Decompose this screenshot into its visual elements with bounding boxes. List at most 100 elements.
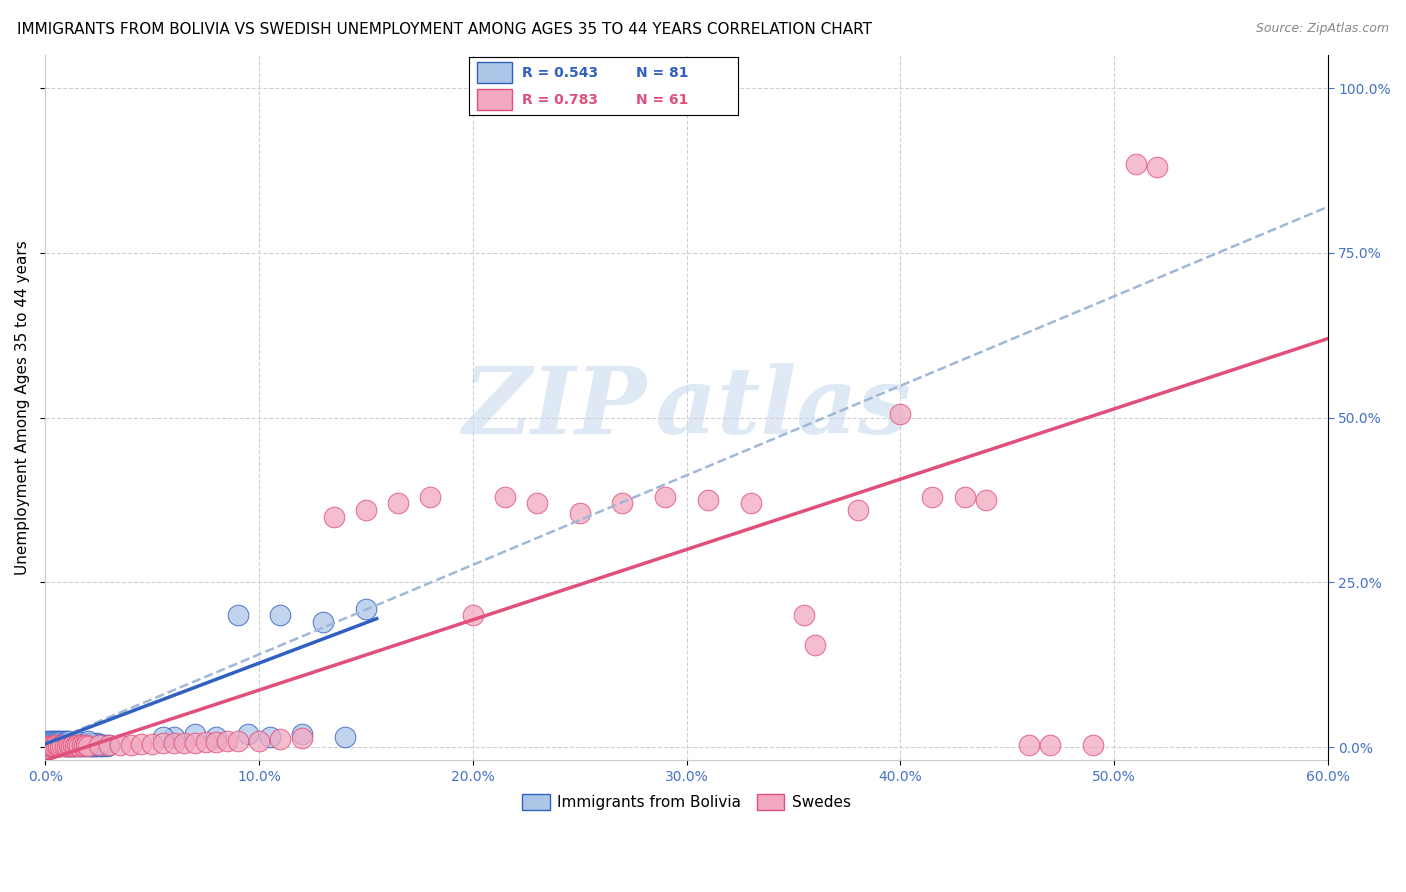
- Point: [58, 733, 80, 747]
- Point: [45, 738, 67, 752]
- Point: [269, 732, 291, 747]
- Point: [77, 738, 100, 752]
- Point: [226, 608, 249, 623]
- Point: [247, 733, 270, 747]
- Point: [53, 739, 76, 753]
- Point: [51, 733, 73, 747]
- Point: [162, 731, 184, 745]
- Point: [66, 733, 89, 747]
- Point: [238, 727, 260, 741]
- Point: [654, 490, 676, 504]
- Point: [269, 608, 291, 623]
- Point: [86, 739, 108, 753]
- Point: [51, 736, 73, 750]
- Point: [91, 739, 114, 753]
- Point: [69, 739, 91, 753]
- Point: [98, 738, 121, 752]
- Point: [526, 496, 548, 510]
- Point: [75, 738, 97, 752]
- Point: [75, 739, 97, 753]
- Point: [70, 737, 93, 751]
- Point: [568, 506, 591, 520]
- Point: [45, 738, 67, 752]
- Point: [83, 737, 105, 751]
- Point: [697, 493, 720, 508]
- Point: [46, 733, 69, 747]
- Point: [259, 731, 281, 745]
- Point: [38, 739, 60, 753]
- Point: [82, 736, 104, 750]
- Point: [322, 509, 344, 524]
- Point: [152, 736, 174, 750]
- Point: [354, 601, 377, 615]
- Point: [793, 608, 815, 623]
- Point: [63, 736, 86, 750]
- Point: [53, 737, 76, 751]
- Point: [108, 738, 131, 752]
- Point: [77, 733, 100, 747]
- Point: [1081, 738, 1104, 752]
- Point: [94, 738, 117, 752]
- Point: [846, 503, 869, 517]
- Point: [46, 739, 69, 753]
- Point: [58, 739, 80, 753]
- Point: [90, 739, 112, 753]
- Point: [62, 739, 84, 753]
- Point: [87, 738, 110, 752]
- Point: [41, 739, 63, 753]
- Point: [41, 733, 63, 747]
- Point: [58, 737, 80, 751]
- Point: [79, 739, 101, 753]
- Point: [77, 739, 100, 753]
- Point: [62, 737, 84, 751]
- Point: [184, 735, 207, 749]
- Point: [55, 739, 77, 753]
- Point: [45, 736, 67, 750]
- Point: [291, 727, 314, 741]
- Point: [46, 737, 69, 751]
- Point: [612, 496, 634, 510]
- Point: [82, 739, 104, 753]
- Point: [49, 739, 72, 753]
- Point: [53, 733, 76, 747]
- Point: [49, 739, 72, 753]
- Point: [333, 731, 356, 745]
- Point: [162, 736, 184, 750]
- Point: [77, 736, 100, 750]
- Point: [38, 737, 60, 751]
- Point: [46, 739, 69, 753]
- Point: [226, 734, 249, 748]
- Point: [59, 739, 82, 753]
- Point: [740, 496, 762, 510]
- Point: [974, 493, 997, 508]
- Point: [42, 733, 65, 747]
- Point: [387, 496, 409, 510]
- Point: [83, 739, 105, 753]
- Point: [194, 735, 217, 749]
- Point: [37, 739, 59, 753]
- Point: [38, 739, 60, 753]
- Point: [87, 738, 110, 752]
- Point: [55, 738, 77, 752]
- Text: Source: ZipAtlas.com: Source: ZipAtlas.com: [1256, 22, 1389, 36]
- Point: [45, 733, 67, 747]
- Point: [37, 739, 59, 753]
- Point: [1018, 738, 1040, 752]
- Text: IMMIGRANTS FROM BOLIVIA VS SWEDISH UNEMPLOYMENT AMONG AGES 35 TO 44 YEARS CORREL: IMMIGRANTS FROM BOLIVIA VS SWEDISH UNEMP…: [17, 22, 872, 37]
- Point: [75, 737, 97, 751]
- Y-axis label: Unemployment Among Ages 35 to 44 years: Unemployment Among Ages 35 to 44 years: [15, 240, 30, 575]
- Point: [120, 738, 142, 752]
- Point: [59, 739, 82, 753]
- Point: [70, 738, 93, 752]
- Point: [41, 737, 63, 751]
- Point: [141, 737, 163, 751]
- Point: [131, 737, 153, 751]
- Point: [73, 738, 96, 752]
- Point: [73, 736, 96, 750]
- Point: [37, 733, 59, 747]
- Text: ZIP atlas: ZIP atlas: [463, 363, 911, 453]
- Point: [59, 736, 82, 750]
- Point: [42, 739, 65, 753]
- Point: [494, 490, 516, 504]
- Legend: Immigrants from Bolivia, Swedes: Immigrants from Bolivia, Swedes: [516, 788, 858, 816]
